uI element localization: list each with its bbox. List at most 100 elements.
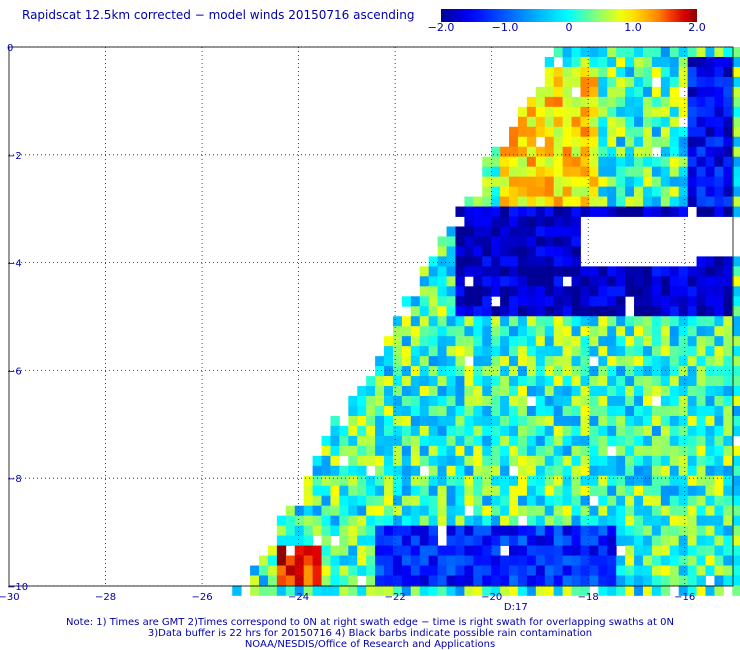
heatmap-cell (616, 136, 626, 148)
heatmap-cell (455, 545, 465, 556)
heatmap-cell (678, 425, 689, 437)
heatmap-cell (625, 565, 635, 576)
heatmap-cell (571, 66, 581, 78)
heatmap-cell (723, 206, 733, 217)
heatmap-cell (625, 166, 635, 178)
heatmap-cell (625, 156, 635, 168)
heatmap-cell (562, 356, 572, 367)
heatmap-cell (517, 376, 528, 387)
heatmap-cell (509, 425, 519, 437)
heatmap-cell (473, 515, 483, 527)
heatmap-cell (464, 216, 474, 227)
heatmap-cell (437, 555, 447, 566)
heatmap-cell (705, 256, 715, 267)
heatmap-cell (598, 356, 608, 367)
heatmap-cell (571, 276, 581, 287)
heatmap-cell (625, 495, 635, 507)
heatmap-cell (455, 475, 465, 487)
heatmap-cell (428, 505, 439, 517)
heatmap-cell (401, 555, 412, 566)
heatmap-cell (678, 346, 689, 357)
heatmap-cell (642, 386, 653, 397)
heatmap-cell (330, 475, 340, 487)
heatmap-cell (589, 386, 599, 397)
heatmap-cell (687, 306, 697, 317)
heatmap-cell (678, 76, 689, 88)
heatmap-cell (669, 56, 680, 68)
heatmap-cell (544, 76, 555, 88)
heatmap-cell (482, 326, 492, 337)
heatmap-cell (535, 585, 546, 596)
heatmap-cell (473, 326, 483, 337)
heatmap-cell (535, 405, 546, 417)
heatmap-cell (642, 136, 653, 148)
heatmap-cell (491, 306, 501, 317)
note-line-1: Note: 1) Times are GMT 2)Times correspon… (66, 617, 674, 628)
heatmap-cell (267, 585, 278, 596)
heatmap-cell (705, 146, 715, 158)
heatmap-cell (723, 126, 733, 138)
heatmap-cell (348, 445, 358, 457)
heatmap-cell (678, 396, 689, 407)
heatmap-cell (669, 206, 680, 217)
heatmap-cell (723, 495, 733, 507)
heatmap-cell (366, 396, 376, 407)
heatmap-cell (562, 286, 572, 297)
heatmap-cell (669, 405, 680, 417)
heatmap-cell (580, 366, 590, 377)
heatmap-cell (642, 465, 653, 477)
heatmap-cell (562, 56, 572, 68)
heatmap-cell (526, 306, 537, 317)
heatmap-cell (642, 366, 653, 377)
heatmap-cell (500, 415, 510, 427)
heatmap-cell (330, 495, 340, 507)
heatmap-cell (571, 326, 581, 337)
heatmap-cell (705, 286, 715, 297)
heatmap-cell (687, 296, 697, 307)
heatmap-cell (535, 196, 546, 207)
heatmap-cell (696, 535, 706, 546)
heatmap-cell (571, 525, 581, 536)
heatmap-cell (392, 475, 403, 487)
heatmap-cell (705, 505, 715, 517)
heatmap-cell (517, 296, 528, 307)
heatmap-cell (321, 475, 331, 487)
heatmap-cell (562, 425, 572, 437)
heatmap-cell (491, 206, 501, 217)
heatmap-cell (517, 415, 528, 427)
heatmap-cell (553, 545, 564, 556)
heatmap-cell (276, 555, 287, 566)
heatmap-cell (357, 585, 367, 596)
heatmap-cell (455, 296, 465, 307)
heatmap-cell (678, 326, 689, 337)
heatmap-cell (714, 86, 724, 98)
heatmap-cell (517, 306, 528, 317)
heatmap-cell (687, 156, 697, 168)
heatmap-cell (669, 286, 680, 297)
heatmap-cell (589, 296, 599, 307)
heatmap-cell (473, 266, 483, 277)
heatmap-cell (526, 435, 537, 447)
heatmap-cell (509, 176, 519, 187)
heatmap-cell (589, 465, 599, 477)
heatmap-cell (437, 565, 447, 576)
heatmap-cell (491, 356, 501, 367)
heatmap-cell (669, 545, 680, 556)
heatmap-cell (357, 505, 367, 517)
heatmap-cell (651, 306, 662, 317)
x-tick-label: −26 (192, 592, 213, 603)
heatmap-cell (562, 126, 572, 138)
heatmap-cell (589, 555, 599, 566)
heatmap-cell (616, 316, 626, 327)
heatmap-cell (616, 575, 626, 586)
heatmap-cell (339, 545, 349, 556)
heatmap-cell (687, 86, 697, 98)
heatmap-cell (678, 485, 689, 497)
heatmap-cell (419, 575, 430, 586)
heatmap-cell (714, 396, 724, 407)
heatmap-cell (562, 585, 572, 596)
x-tick-label: −18 (578, 592, 599, 603)
heatmap-cell (723, 116, 733, 128)
heatmap-cell (330, 425, 340, 437)
heatmap-cell (509, 166, 519, 178)
